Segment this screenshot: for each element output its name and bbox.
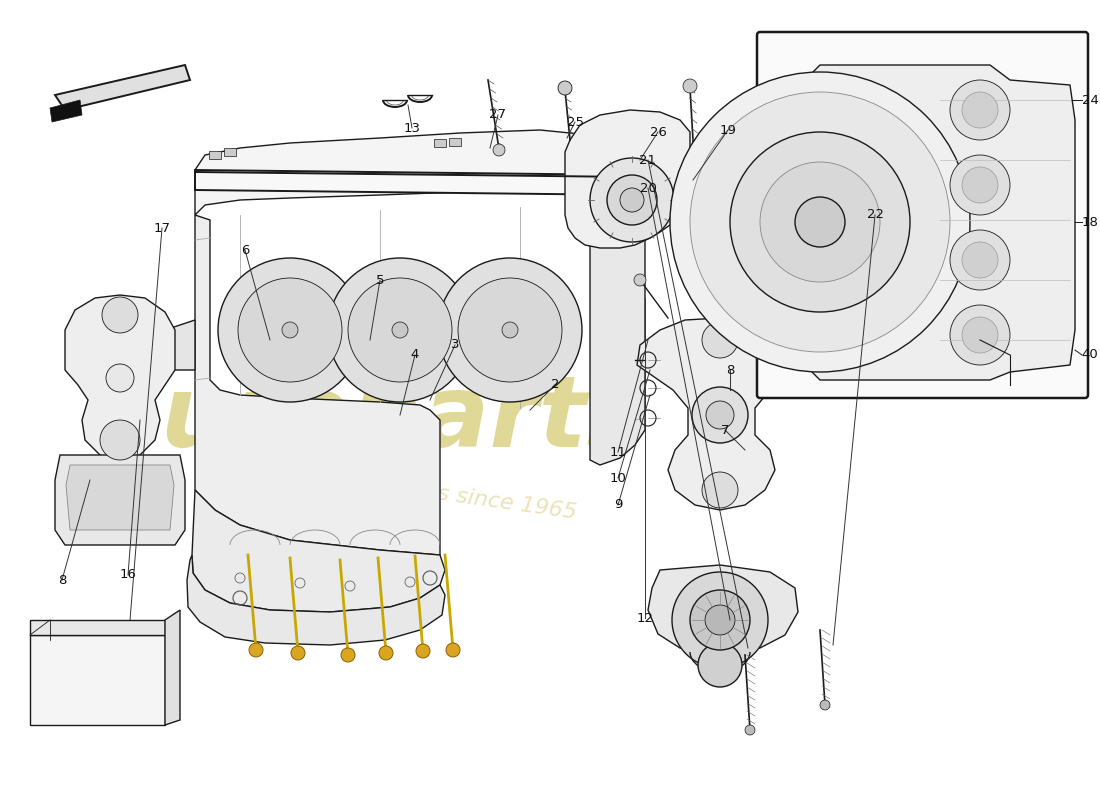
Circle shape — [282, 322, 298, 338]
Polygon shape — [65, 295, 175, 460]
Text: 18: 18 — [1081, 215, 1099, 229]
Text: 24: 24 — [1081, 94, 1099, 106]
Circle shape — [705, 605, 735, 635]
Polygon shape — [66, 465, 174, 530]
Text: europarts: europarts — [94, 371, 647, 469]
Polygon shape — [55, 455, 185, 545]
Circle shape — [950, 305, 1010, 365]
Polygon shape — [195, 130, 635, 215]
Circle shape — [962, 317, 998, 353]
Circle shape — [950, 230, 1010, 290]
Polygon shape — [590, 175, 645, 465]
Text: 5: 5 — [376, 274, 384, 286]
Text: 26: 26 — [650, 126, 667, 138]
Text: 12: 12 — [637, 611, 653, 625]
Bar — [224, 148, 236, 156]
Circle shape — [392, 322, 408, 338]
Text: 6: 6 — [241, 243, 250, 257]
Polygon shape — [195, 170, 645, 200]
Circle shape — [820, 700, 830, 710]
Text: 2: 2 — [551, 378, 559, 391]
Polygon shape — [165, 320, 195, 370]
Circle shape — [950, 80, 1010, 140]
Circle shape — [218, 258, 362, 402]
Circle shape — [607, 175, 657, 225]
Circle shape — [706, 401, 734, 429]
Circle shape — [950, 155, 1010, 215]
Circle shape — [438, 258, 582, 402]
Text: 13: 13 — [404, 122, 420, 134]
Circle shape — [795, 197, 845, 247]
Circle shape — [100, 420, 140, 460]
Circle shape — [341, 648, 355, 662]
Circle shape — [328, 258, 472, 402]
Circle shape — [634, 274, 646, 286]
Circle shape — [962, 167, 998, 203]
Text: 7: 7 — [720, 423, 729, 437]
Circle shape — [962, 242, 998, 278]
Polygon shape — [165, 610, 180, 725]
Circle shape — [348, 278, 452, 382]
Circle shape — [730, 132, 910, 312]
Text: 25: 25 — [566, 115, 583, 129]
Polygon shape — [565, 110, 690, 248]
Text: 3: 3 — [451, 338, 460, 351]
Text: 9: 9 — [614, 498, 623, 511]
Text: 8: 8 — [726, 363, 734, 377]
Circle shape — [493, 144, 505, 156]
Text: 20: 20 — [639, 182, 657, 194]
Circle shape — [249, 643, 263, 657]
Circle shape — [379, 646, 393, 660]
Text: 17: 17 — [154, 222, 170, 234]
Circle shape — [416, 644, 430, 658]
Text: 10: 10 — [609, 471, 626, 485]
Circle shape — [106, 364, 134, 392]
Circle shape — [760, 162, 880, 282]
Circle shape — [670, 72, 970, 372]
Text: 19: 19 — [719, 123, 736, 137]
Circle shape — [446, 643, 460, 657]
Polygon shape — [192, 490, 446, 612]
Circle shape — [620, 188, 644, 212]
Polygon shape — [195, 215, 440, 555]
Circle shape — [238, 278, 342, 382]
Text: 22: 22 — [867, 209, 883, 222]
Bar — [434, 139, 446, 147]
Text: a passion for parts since 1965: a passion for parts since 1965 — [242, 457, 578, 523]
Circle shape — [692, 387, 748, 443]
Polygon shape — [637, 318, 778, 510]
Circle shape — [962, 92, 998, 128]
Circle shape — [690, 92, 950, 352]
Circle shape — [102, 297, 138, 333]
Circle shape — [698, 643, 742, 687]
Text: 21: 21 — [639, 154, 657, 166]
Circle shape — [458, 278, 562, 382]
Polygon shape — [648, 565, 798, 653]
Polygon shape — [50, 100, 82, 122]
Circle shape — [292, 646, 305, 660]
Circle shape — [683, 79, 697, 93]
Circle shape — [502, 322, 518, 338]
Circle shape — [558, 81, 572, 95]
Text: 11: 11 — [609, 446, 627, 458]
Text: 27: 27 — [490, 109, 506, 122]
Circle shape — [702, 322, 738, 358]
Text: 4: 4 — [410, 349, 419, 362]
Bar — [449, 138, 461, 146]
Text: 40: 40 — [1081, 349, 1099, 362]
Bar — [209, 151, 221, 159]
Circle shape — [690, 590, 750, 650]
Circle shape — [590, 158, 674, 242]
Text: 8: 8 — [58, 574, 66, 586]
Polygon shape — [55, 65, 190, 110]
FancyBboxPatch shape — [757, 32, 1088, 398]
Circle shape — [672, 572, 768, 668]
Circle shape — [745, 725, 755, 735]
Text: 16: 16 — [120, 569, 136, 582]
Polygon shape — [30, 635, 165, 725]
Polygon shape — [30, 620, 165, 635]
Circle shape — [702, 472, 738, 508]
Polygon shape — [187, 555, 446, 645]
Polygon shape — [800, 65, 1075, 380]
